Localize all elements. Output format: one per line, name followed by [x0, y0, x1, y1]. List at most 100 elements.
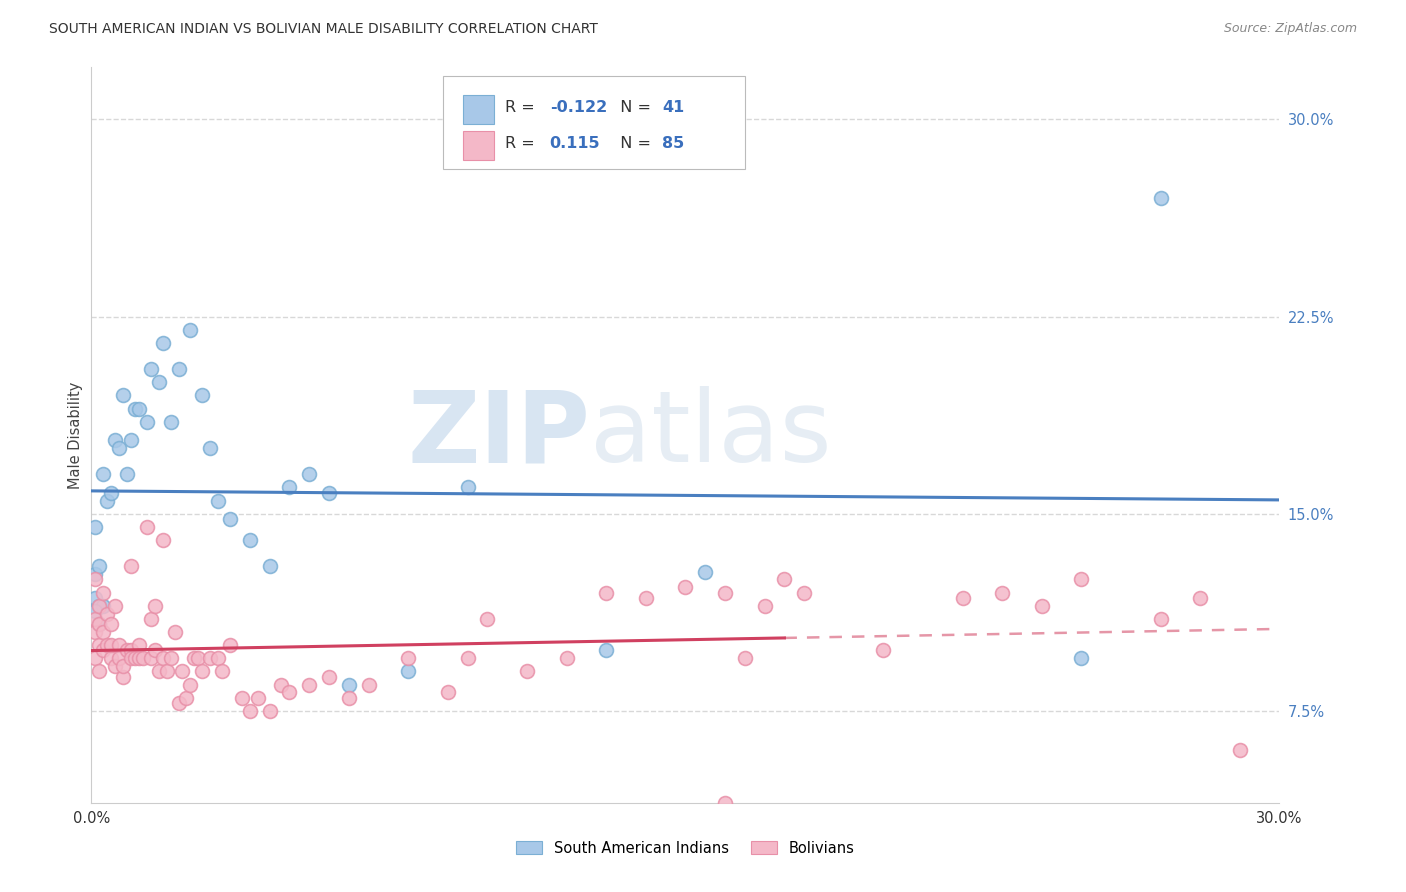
Point — [120, 651, 142, 665]
Text: -0.122: -0.122 — [550, 100, 607, 115]
Text: Source: ZipAtlas.com: Source: ZipAtlas.com — [1223, 22, 1357, 36]
Point — [200, 441, 222, 455]
Point — [457, 651, 479, 665]
Point — [148, 665, 170, 679]
Point — [952, 591, 974, 605]
Point — [135, 415, 157, 429]
Point — [84, 612, 107, 626]
Point — [84, 591, 107, 605]
Point — [132, 651, 155, 665]
Point — [872, 643, 894, 657]
Point — [714, 796, 737, 810]
Point — [673, 580, 696, 594]
Point — [159, 415, 181, 429]
Point — [104, 599, 127, 613]
Point — [152, 335, 174, 350]
Point — [89, 617, 111, 632]
Text: ZIP: ZIP — [408, 386, 591, 483]
Point — [115, 467, 138, 482]
Point — [477, 612, 499, 626]
Point — [246, 690, 269, 705]
Point — [396, 665, 419, 679]
Point — [318, 485, 340, 500]
Point — [457, 480, 479, 494]
Point — [200, 651, 222, 665]
Point — [112, 670, 135, 684]
Point — [357, 677, 380, 691]
Point — [239, 704, 262, 718]
Point — [595, 643, 617, 657]
Point — [96, 493, 118, 508]
Point — [100, 651, 122, 665]
Point — [1150, 612, 1173, 626]
Point — [219, 638, 242, 652]
Point — [1229, 743, 1251, 757]
Text: N =: N = — [610, 100, 657, 115]
Point — [91, 585, 114, 599]
Point — [108, 638, 131, 652]
Point — [734, 651, 756, 665]
Point — [120, 643, 142, 657]
Point — [183, 651, 205, 665]
Point — [91, 599, 114, 613]
Point — [167, 362, 190, 376]
Point — [100, 485, 122, 500]
Point — [270, 677, 292, 691]
Point — [187, 651, 209, 665]
Point — [139, 651, 162, 665]
Point — [231, 690, 253, 705]
Text: 41: 41 — [662, 100, 685, 115]
Point — [128, 651, 150, 665]
Point — [207, 493, 229, 508]
Point — [754, 599, 776, 613]
Point — [108, 651, 131, 665]
Point — [159, 651, 181, 665]
Point — [89, 665, 111, 679]
Point — [100, 617, 122, 632]
Point — [84, 624, 107, 639]
Point — [128, 401, 150, 416]
Point — [259, 559, 281, 574]
Point — [91, 643, 114, 657]
Point — [84, 567, 107, 582]
Point — [773, 573, 796, 587]
Legend: South American Indians, Bolivians: South American Indians, Bolivians — [510, 835, 860, 862]
Point — [318, 670, 340, 684]
Point — [104, 659, 127, 673]
Point — [96, 607, 118, 621]
Point — [156, 665, 179, 679]
Point — [239, 533, 262, 547]
Point — [143, 643, 166, 657]
Point — [1031, 599, 1053, 613]
Point — [89, 617, 111, 632]
Point — [100, 638, 122, 652]
Point — [120, 559, 142, 574]
Point — [128, 638, 150, 652]
Point — [96, 638, 118, 652]
Point — [176, 690, 198, 705]
Point — [516, 665, 538, 679]
Point — [115, 643, 138, 657]
Point — [91, 624, 114, 639]
Point — [139, 362, 162, 376]
Point — [396, 651, 419, 665]
Point — [124, 651, 146, 665]
Point — [207, 651, 229, 665]
Point — [695, 565, 717, 579]
Point — [112, 388, 135, 402]
Text: N =: N = — [610, 136, 657, 151]
Point — [89, 599, 111, 613]
Point — [337, 690, 360, 705]
Point — [595, 585, 617, 599]
Point — [436, 685, 458, 699]
Point — [84, 604, 107, 618]
Point — [84, 573, 107, 587]
Point — [167, 696, 190, 710]
Point — [298, 467, 321, 482]
Point — [84, 651, 107, 665]
Point — [1070, 573, 1092, 587]
Point — [172, 665, 194, 679]
Text: 85: 85 — [662, 136, 685, 151]
Point — [1189, 591, 1212, 605]
Point — [135, 520, 157, 534]
